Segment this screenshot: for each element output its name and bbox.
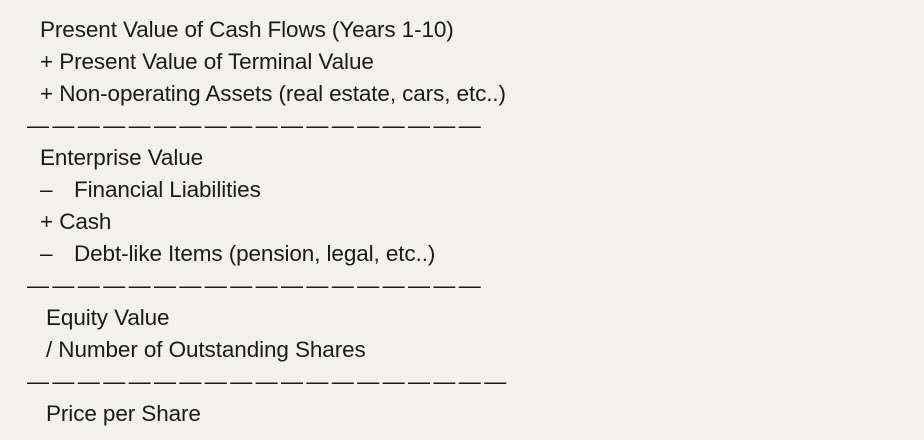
financial-liabilities-line: – Financial Liabilities <box>40 176 261 204</box>
non-operating-assets-line: + Non-operating Assets (real estate, car… <box>40 81 506 106</box>
separator-line: —————————————————— <box>27 273 485 298</box>
separator-line: ——————————————————— <box>27 369 510 394</box>
minus-operator: – <box>40 241 53 266</box>
equity-value-line: Equity Value <box>46 305 170 330</box>
pv-cash-flows-line: Present Value of Cash Flows (Years 1-10) <box>40 17 454 42</box>
price-per-share-line: Price per Share <box>46 401 201 426</box>
enterprise-value-line: Enterprise Value <box>40 145 204 170</box>
financial-liabilities-label: Financial Liabilities <box>74 177 261 202</box>
cash-line: + Cash <box>40 209 112 234</box>
outstanding-shares-line: / Number of Outstanding Shares <box>46 337 366 362</box>
minus-operator: – <box>40 177 53 202</box>
pv-terminal-value-line: + Present Value of Terminal Value <box>40 49 374 74</box>
debt-like-items-line: – Debt-like Items (pension, legal, etc..) <box>40 240 435 268</box>
debt-like-items-label: Debt-like Items (pension, legal, etc..) <box>74 241 436 266</box>
separator-line: —————————————————— <box>27 113 485 138</box>
